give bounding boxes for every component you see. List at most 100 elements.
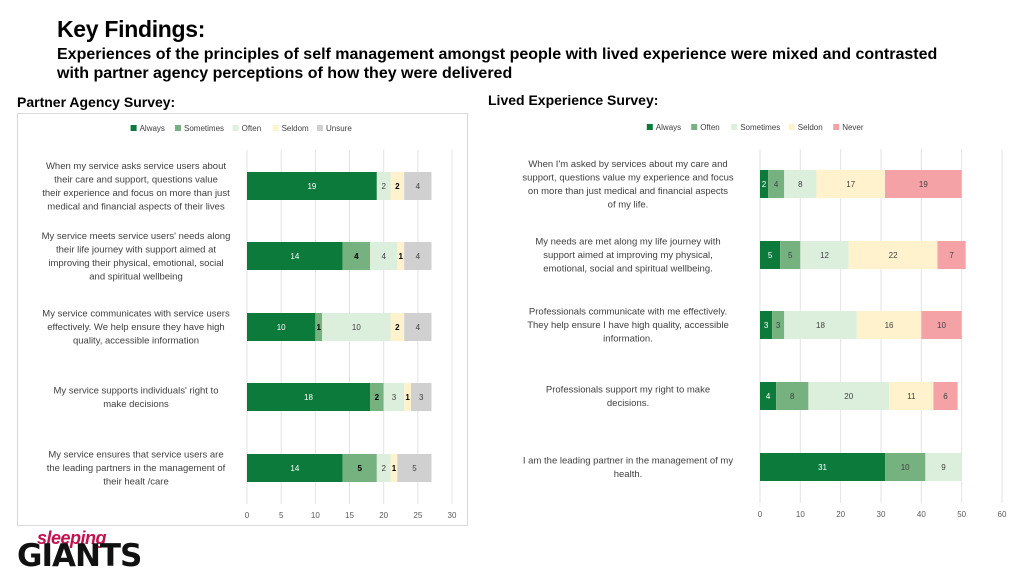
lived-category-label: on more than just medical and financial … — [528, 186, 728, 197]
lived-bar-often — [780, 241, 801, 269]
partner-bar-seldom — [390, 172, 405, 200]
partner-category-label: their experience and focus on more than … — [42, 188, 230, 199]
lived-bar-sometimes — [808, 382, 890, 410]
lived-bar-often — [768, 170, 785, 198]
lived-data-label: 16 — [885, 321, 894, 330]
lived-data-label: 12 — [820, 251, 829, 260]
partner-category-label: effectively. We help ensure they have hi… — [47, 322, 224, 333]
lived-category-label: support aimed at improving my physical, — [543, 250, 713, 261]
partner-data-label: 1 — [399, 252, 404, 261]
lived-bar-often — [885, 453, 926, 481]
lived-bar-seldon — [856, 311, 922, 339]
lived-data-label: 11 — [907, 392, 916, 401]
lived-bar-often — [776, 382, 809, 410]
partner-survey-heading: Partner Agency Survey: — [17, 94, 176, 110]
lived-data-label: 10 — [937, 321, 946, 330]
lived-legend-swatch — [788, 124, 795, 130]
lived-category-label: When I'm asked by services about my care… — [528, 159, 727, 170]
lived-bar-never — [885, 170, 962, 198]
partner-tick-label: 5 — [279, 511, 284, 520]
lived-legend-label: Never — [842, 123, 864, 132]
lived-tick-label: 30 — [877, 510, 886, 519]
partner-bar-unsure — [404, 172, 432, 200]
partner-bar-always — [247, 383, 370, 411]
lived-legend-swatch — [691, 124, 698, 130]
partner-legend-swatch — [317, 125, 323, 131]
partner-data-label: 5 — [358, 464, 363, 473]
lived-legend-swatch — [833, 124, 840, 130]
partner-data-label: 4 — [416, 252, 421, 261]
lived-data-label: 31 — [818, 463, 827, 472]
partner-bar-sometimes — [342, 242, 370, 270]
partner-data-label: 4 — [354, 252, 359, 261]
lived-survey-heading: Lived Experience Survey: — [488, 92, 659, 108]
lived-data-label: 8 — [790, 392, 795, 401]
partner-bar-often — [383, 383, 405, 411]
lived-data-label: 20 — [844, 392, 853, 401]
lived-category-label: support, questions value my experience a… — [522, 172, 733, 183]
partner-category-label: and spiritual wellbeing — [89, 271, 182, 282]
lived-bar-seldon — [816, 170, 886, 198]
lived-data-label: 3 — [764, 321, 769, 330]
partner-tick-label: 25 — [413, 511, 422, 520]
partner-bar-often — [376, 172, 391, 200]
lived-tick-label: 50 — [957, 510, 966, 519]
partner-data-label: 2 — [375, 393, 380, 402]
partner-category-label: improving their physical, emotional, soc… — [48, 258, 223, 269]
partner-data-label: 1 — [405, 393, 410, 402]
page-subtitle: Experiences of the principles of self ma… — [57, 46, 938, 82]
lived-data-label: 2 — [762, 180, 767, 189]
lived-legend-label: Seldon — [798, 123, 823, 132]
lived-bar-always — [760, 382, 777, 410]
lived-tick-label: 10 — [796, 510, 805, 519]
lived-legend-label: Often — [700, 123, 720, 132]
lived-category-label: of my life. — [608, 199, 649, 210]
lived-bar-sometimes — [784, 311, 857, 339]
partner-data-label: 10 — [277, 323, 286, 332]
partner-category-label: the leading partners in the management o… — [47, 463, 226, 474]
lived-bar-seldon — [889, 382, 934, 410]
lived-data-label: 7 — [949, 251, 954, 260]
partner-legend-swatch — [272, 125, 279, 131]
lived-category-label: information. — [603, 334, 653, 345]
lived-tick-label: 40 — [917, 510, 926, 519]
lived-tick-label: 20 — [836, 510, 845, 519]
lived-data-label: 22 — [889, 251, 898, 260]
lived-category-label: My needs are met along my life journey w… — [535, 237, 720, 248]
partner-legend-label: Seldom — [282, 124, 309, 133]
partner-tick-label: 15 — [345, 511, 354, 520]
lived-category-label: They help ensure I have high quality, ac… — [527, 320, 729, 331]
lived-bar-often — [772, 311, 785, 339]
partner-bar-sometimes — [370, 383, 384, 411]
lived-legend-swatch — [646, 124, 653, 130]
lived-bar-never — [937, 241, 966, 269]
partner-data-label: 2 — [395, 182, 400, 191]
lived-data-label: 19 — [919, 180, 928, 189]
partner-legend-swatch — [232, 125, 239, 131]
logo-bottom-text: GIANTS — [17, 538, 142, 574]
lived-data-label: 4 — [766, 392, 771, 401]
partner-legend-label: Sometimes — [184, 124, 224, 133]
lived-legend-swatch — [731, 124, 738, 130]
partner-legend-swatch — [175, 125, 181, 131]
page-title: Key Findings: — [57, 16, 206, 42]
lived-category-label: Professionals communicate with me effect… — [529, 307, 727, 318]
partner-data-label: 3 — [419, 393, 424, 402]
partner-category-label: When my service asks service users about — [46, 161, 226, 172]
lived-data-label: 10 — [901, 463, 910, 472]
partner-data-label: 4 — [416, 323, 421, 332]
partner-bar-always — [247, 313, 316, 341]
partner-category-label: My service supports individuals' right t… — [54, 385, 219, 396]
lived-bar-always — [760, 241, 781, 269]
partner-bar-seldom — [397, 242, 405, 270]
lived-bar-never — [921, 311, 962, 339]
partner-bar-often — [322, 313, 391, 341]
partner-data-label: 14 — [290, 464, 299, 473]
lived-category-label: Professionals support my right to make — [546, 384, 710, 395]
partner-bar-seldom — [404, 383, 411, 411]
partner-legend-swatch — [130, 125, 137, 131]
partner-bar-unsure — [404, 313, 432, 341]
partner-legend-label: Unsure — [326, 124, 352, 133]
lived-data-label: 18 — [816, 321, 825, 330]
lived-data-label: 3 — [776, 321, 781, 330]
